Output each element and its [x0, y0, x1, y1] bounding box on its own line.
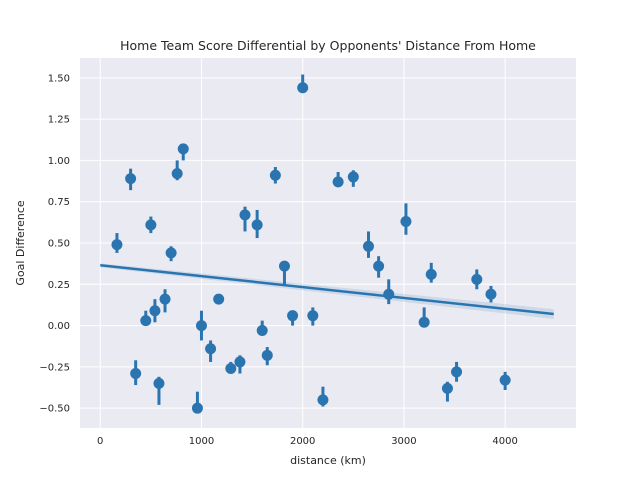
- data-point: [400, 216, 412, 228]
- data-point: [256, 325, 268, 337]
- data-point: [418, 316, 430, 328]
- data-point: [171, 168, 183, 180]
- data-point: [177, 143, 189, 155]
- data-point: [130, 367, 142, 379]
- y-tick-label: 0.50: [48, 239, 70, 250]
- data-point: [195, 320, 207, 332]
- data-point: [485, 288, 497, 300]
- data-point: [362, 240, 374, 252]
- data-point: [269, 169, 281, 181]
- data-point: [191, 402, 203, 414]
- y-tick-labels: −0.50 −0.25 0.00 0.25 0.50 0.75 1.00 1.25 1.50: [39, 73, 70, 414]
- data-point: [278, 260, 290, 272]
- chart-title: Home Team Score Differential by Opponent…: [120, 38, 536, 53]
- x-tick-label: 2000: [290, 436, 315, 447]
- data-point: [307, 310, 319, 322]
- data-point: [159, 293, 171, 305]
- y-tick-label: 0.00: [48, 321, 70, 332]
- data-point: [251, 219, 263, 231]
- data-point: [149, 305, 161, 317]
- data-point: [373, 260, 385, 272]
- y-tick-label: −0.25: [39, 362, 70, 373]
- data-point: [213, 293, 225, 305]
- data-point: [425, 268, 437, 280]
- x-tick-label: 1000: [189, 436, 214, 447]
- regression-group: [100, 263, 554, 319]
- data-point: [297, 82, 309, 94]
- data-point: [287, 310, 299, 322]
- data-point: [451, 366, 463, 378]
- data-point: [111, 239, 123, 251]
- data-point: [153, 377, 165, 389]
- grid: [80, 58, 576, 428]
- y-tick-label: 1.00: [48, 156, 70, 167]
- x-axis-label: distance (km): [290, 454, 366, 467]
- y-tick-label: 0.75: [48, 197, 70, 208]
- data-point: [471, 273, 483, 285]
- data-point: [145, 219, 157, 231]
- x-tick-label: 3000: [391, 436, 416, 447]
- data-point: [317, 394, 329, 406]
- data-point: [205, 343, 217, 355]
- data-point: [499, 374, 511, 386]
- data-point: [225, 363, 237, 375]
- y-tick-label: 1.25: [48, 115, 70, 126]
- data-point: [140, 315, 152, 327]
- data-point: [125, 173, 137, 185]
- y-tick-label: 1.50: [48, 73, 70, 84]
- y-tick-label: −0.50: [39, 404, 70, 415]
- data-point: [234, 356, 246, 368]
- data-point: [239, 209, 251, 221]
- data-point: [332, 176, 344, 188]
- y-axis-label: Goal Difference: [14, 200, 27, 285]
- y-tick-label: 0.25: [48, 280, 70, 291]
- data-point: [383, 288, 395, 300]
- data-point: [441, 382, 453, 394]
- x-tick-label: 0: [97, 436, 103, 447]
- data-point: [261, 349, 273, 361]
- regression-line: [100, 264, 554, 316]
- data-point: [165, 247, 177, 259]
- x-tick-labels: 0 1000 2000 3000 4000: [97, 436, 518, 447]
- points: [111, 82, 511, 414]
- data-point: [347, 171, 359, 183]
- x-tick-label: 4000: [492, 436, 517, 447]
